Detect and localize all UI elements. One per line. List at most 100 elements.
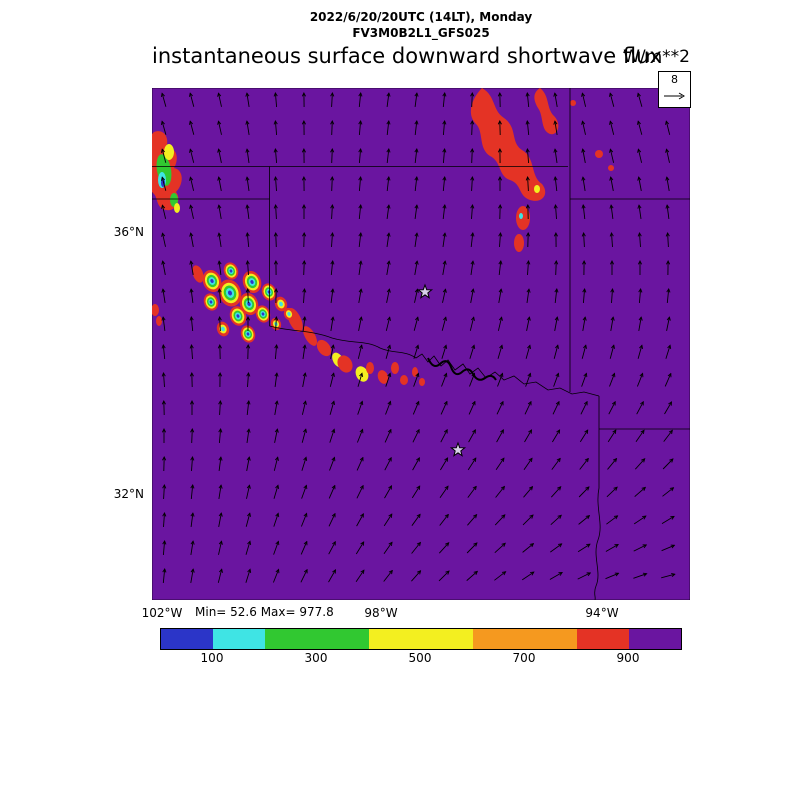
reference-vector-arrow xyxy=(663,92,685,100)
wind-arrow xyxy=(552,430,559,443)
wind-arrow xyxy=(612,233,613,248)
wind-arrow xyxy=(637,345,642,359)
wind-arrow xyxy=(469,317,473,331)
wind-arrow xyxy=(668,233,669,248)
wind-arrow xyxy=(245,541,250,555)
colorbar-segment xyxy=(369,629,473,649)
wind-arrow xyxy=(329,458,335,471)
wind-arrow xyxy=(411,571,420,582)
wind-arrow xyxy=(411,486,419,499)
wind-arrow xyxy=(247,93,250,107)
wind-arrow xyxy=(273,485,278,499)
wind-arrow xyxy=(164,373,165,388)
colorbar-tick-label: 100 xyxy=(200,651,224,665)
wind-arrow xyxy=(190,177,195,191)
wind-arrow xyxy=(636,374,642,387)
wind-arrow xyxy=(467,515,476,526)
wind-arrow xyxy=(495,487,505,498)
wind-arrow xyxy=(611,177,614,191)
wind-arrow xyxy=(219,93,222,107)
wind-arrow xyxy=(383,514,392,527)
cloud-streaks xyxy=(152,265,425,386)
wind-arrow xyxy=(661,545,675,552)
wind-arrow xyxy=(191,205,194,219)
wind-arrow xyxy=(639,289,640,304)
wind-arrow xyxy=(274,401,277,415)
wind-arrow xyxy=(220,401,221,416)
wind-arrow xyxy=(329,373,333,387)
wind-arrow xyxy=(638,93,643,107)
wind-arrow xyxy=(556,205,557,220)
wind-arrow xyxy=(164,485,165,500)
wind-arrow xyxy=(413,373,419,387)
wind-arrow xyxy=(272,570,278,583)
wind-arrow xyxy=(304,261,305,276)
wind-arrow xyxy=(661,574,675,579)
wind-arrow xyxy=(443,121,444,136)
wind-arrow xyxy=(219,233,222,247)
wind-arrow xyxy=(583,289,584,304)
storm-cell xyxy=(242,270,262,294)
colorbar-tick-label: 900 xyxy=(616,651,640,665)
wind-arrow xyxy=(248,373,249,388)
wind-arrow xyxy=(525,373,531,387)
wind-arrow xyxy=(525,345,530,359)
wind-arrow xyxy=(471,261,473,275)
lat-tick-32n: 32°N xyxy=(113,487,144,501)
wind-arrow xyxy=(190,541,193,555)
star-marker xyxy=(449,441,467,457)
wind-arrow xyxy=(218,485,221,499)
wind-arrow xyxy=(470,289,474,303)
wind-arrow xyxy=(190,569,193,583)
wind-arrow xyxy=(555,289,557,304)
wind-arrow xyxy=(527,289,529,303)
wind-arrow xyxy=(218,513,222,527)
reference-vector-box: 8 xyxy=(658,71,691,108)
storm-cell xyxy=(274,296,288,312)
wind-vector-field xyxy=(162,93,675,584)
wind-arrow xyxy=(472,93,473,108)
wind-arrow xyxy=(358,317,362,331)
wind-arrow xyxy=(383,542,392,554)
wind-arrow xyxy=(247,121,250,135)
wind-arrow xyxy=(332,233,333,248)
wind-arrow xyxy=(355,542,363,555)
wind-arrow xyxy=(440,458,447,471)
wind-arrow xyxy=(413,317,418,331)
wind-arrow xyxy=(303,345,305,359)
wind-arrow xyxy=(219,121,222,135)
wind-arrow xyxy=(497,374,503,387)
wind-arrow xyxy=(247,429,249,443)
wind-arrow xyxy=(276,233,277,248)
wind-arrow xyxy=(497,317,501,331)
wind-arrow xyxy=(415,121,417,136)
wind-arrow xyxy=(524,430,532,443)
wind-arrow xyxy=(635,430,644,442)
storm-cell xyxy=(203,293,219,311)
wind-arrow xyxy=(522,544,534,553)
wind-arrow xyxy=(356,430,362,443)
wind-arrow xyxy=(359,93,360,108)
wind-arrow xyxy=(415,233,417,247)
colorbar-tick-label: 700 xyxy=(512,651,536,665)
wind-arrow xyxy=(667,205,669,219)
wind-arrow xyxy=(387,93,389,107)
cloud-patch xyxy=(377,370,389,384)
wind-arrow xyxy=(245,569,250,583)
wind-arrow xyxy=(611,205,613,219)
wind-arrow xyxy=(468,402,475,415)
minmax-label: Min= 52.6 Max= 977.8 xyxy=(195,605,334,619)
wind-arrow xyxy=(555,121,558,135)
cloud-patch xyxy=(391,362,399,374)
model-name: FV3M0B2L1_GFS025 xyxy=(352,26,490,40)
wind-arrow xyxy=(523,458,532,470)
wind-arrow xyxy=(583,149,586,163)
wind-arrow xyxy=(439,515,449,526)
wind-arrow xyxy=(494,515,505,526)
units-label: W/m**2 xyxy=(623,47,690,67)
wind-arrow xyxy=(385,373,390,387)
wind-arrow xyxy=(415,177,417,192)
wind-arrow xyxy=(357,373,362,387)
wind-arrow xyxy=(497,345,502,359)
wind-arrow xyxy=(577,573,591,580)
